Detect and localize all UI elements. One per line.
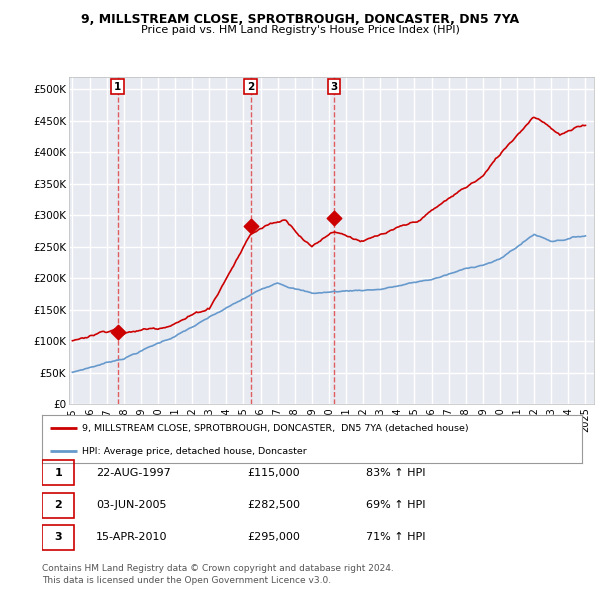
Text: £115,000: £115,000 [247,468,300,477]
Bar [42,525,74,550]
Bar [42,493,74,518]
Text: £282,500: £282,500 [247,500,300,510]
Point [329,214,338,223]
Text: 22-AUG-1997: 22-AUG-1997 [96,468,171,477]
Text: 2: 2 [55,500,62,510]
Text: Contains HM Land Registry data © Crown copyright and database right 2024.: Contains HM Land Registry data © Crown c… [42,563,394,572]
Text: 1: 1 [55,468,62,477]
Text: Price paid vs. HM Land Registry's House Price Index (HPI): Price paid vs. HM Land Registry's House … [140,25,460,35]
Text: 69% ↑ HPI: 69% ↑ HPI [366,500,425,510]
Text: 9, MILLSTREAM CLOSE, SPROTBROUGH, DONCASTER,  DN5 7YA (detached house): 9, MILLSTREAM CLOSE, SPROTBROUGH, DONCAS… [83,424,469,433]
Point [246,221,256,231]
Text: 83% ↑ HPI: 83% ↑ HPI [366,468,425,477]
Text: £295,000: £295,000 [247,533,300,542]
Text: 3: 3 [55,533,62,542]
Text: 71% ↑ HPI: 71% ↑ HPI [366,533,425,542]
Text: 1: 1 [114,81,121,91]
Bar [42,460,74,486]
Text: HPI: Average price, detached house, Doncaster: HPI: Average price, detached house, Donc… [83,447,307,455]
Text: 9, MILLSTREAM CLOSE, SPROTBROUGH, DONCASTER, DN5 7YA: 9, MILLSTREAM CLOSE, SPROTBROUGH, DONCAS… [81,13,519,26]
Text: 03-JUN-2005: 03-JUN-2005 [96,500,167,510]
Text: 15-APR-2010: 15-APR-2010 [96,533,167,542]
Text: This data is licensed under the Open Government Licence v3.0.: This data is licensed under the Open Gov… [42,576,331,585]
Point [113,327,122,336]
Text: 3: 3 [330,81,338,91]
Text: 2: 2 [247,81,254,91]
